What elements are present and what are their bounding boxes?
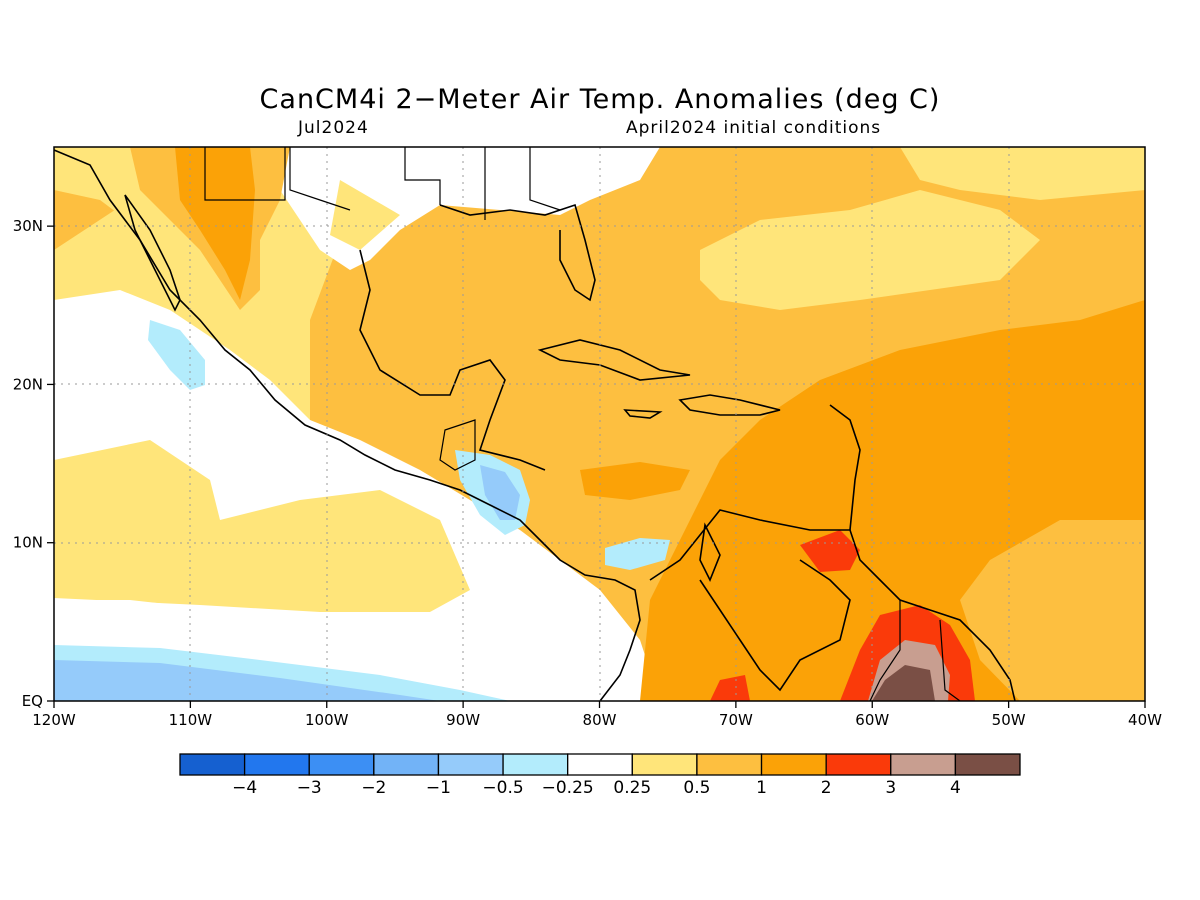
x-tick-label: 70W xyxy=(719,711,753,729)
x-tick-label: 120W xyxy=(32,711,76,729)
y-tick-label: EQ xyxy=(22,692,43,710)
colorbar-swatch xyxy=(243,753,310,776)
anomaly-region-cool-baja xyxy=(148,320,205,390)
colorbar-swatch xyxy=(890,753,957,776)
colorbar: −4 −3 −2 −1 −0.5 −0.25 0.25 0.5 1 2 3 4 xyxy=(179,753,1021,798)
colorbar-label: 4 xyxy=(950,778,961,798)
x-tick-label: 110W xyxy=(169,711,213,729)
x-tick-label: 50W xyxy=(992,711,1026,729)
anomaly-region-1-2-mexico xyxy=(175,147,255,300)
colorbar-label: −2 xyxy=(361,778,386,798)
anomaly-region-0.25-0.5-north-atlantic xyxy=(900,147,1145,200)
colorbar-swatch xyxy=(760,753,827,776)
colorbar-label: −0.25 xyxy=(542,778,594,798)
colorbar-label: 0.25 xyxy=(613,778,651,798)
colorbar-swatch xyxy=(567,753,633,776)
anomaly-region-0.25-0.5-texas xyxy=(330,180,400,250)
gridlines xyxy=(54,147,1145,701)
anomaly-region-cooler-equatorial xyxy=(54,660,440,701)
borders xyxy=(204,147,961,701)
colorbar-swatch xyxy=(631,753,698,776)
anomaly-region-0.5-1-east xyxy=(960,520,1145,701)
x-tick-label: 60W xyxy=(855,711,889,729)
colorbar-label: −4 xyxy=(232,778,257,798)
map-title: CanCM4i 2−Meter Air Temp. Anomalies (deg… xyxy=(259,84,941,115)
initial-conditions: April2024 initial conditions xyxy=(626,118,882,138)
colorbar-swatch xyxy=(502,753,569,776)
colorbar-swatch xyxy=(696,753,763,776)
anomaly-region-cooler-central-america xyxy=(480,465,520,520)
colorbar-swatch xyxy=(373,753,440,776)
anomaly-region-neutral-pacific xyxy=(54,290,660,701)
colorbar-swatch xyxy=(954,753,1021,776)
y-tick-label: 20N xyxy=(13,375,43,393)
coastlines xyxy=(54,149,1016,701)
axis-ticks: 120W 110W 100W 90W 80W 70W 60W 50W 40W EQ 10N 20N 30… xyxy=(13,217,1162,729)
anomaly-region-above-4 xyxy=(872,665,935,701)
colorbar-swatch xyxy=(825,753,892,776)
colorbar-label: 3 xyxy=(885,778,896,798)
x-tick-label: 90W xyxy=(446,711,480,729)
colorbar-label: −1 xyxy=(426,778,451,798)
anomaly-region-1-2-caribbean xyxy=(580,462,690,500)
forecast-month: Jul2024 xyxy=(298,118,369,138)
colorbar-swatch xyxy=(437,753,504,776)
colorbar-label: 1 xyxy=(756,778,767,798)
anomaly-region-2-3-west xyxy=(710,675,750,701)
anomaly-region-0.25-0.5-atlantic xyxy=(700,190,1040,310)
x-tick-label: 40W xyxy=(1128,711,1162,729)
colorbar-label: 0.5 xyxy=(683,778,710,798)
y-tick-label: 10N xyxy=(13,534,43,552)
anomaly-region-neutral-north xyxy=(280,147,660,270)
colorbar-label: −3 xyxy=(297,778,322,798)
colorbar-swatch xyxy=(308,753,375,776)
colorbar-label: −0.5 xyxy=(482,778,523,798)
x-tick-label: 100W xyxy=(305,711,349,729)
anomaly-field xyxy=(54,147,1145,701)
colorbar-label: 2 xyxy=(821,778,832,798)
x-tick-label: 80W xyxy=(583,711,617,729)
anomaly-region-2-3-venezuela xyxy=(800,530,860,572)
colorbar-swatch xyxy=(179,753,246,776)
anomaly-region-cool-caribbean-coast xyxy=(605,538,670,570)
y-tick-label: 30N xyxy=(13,217,43,235)
